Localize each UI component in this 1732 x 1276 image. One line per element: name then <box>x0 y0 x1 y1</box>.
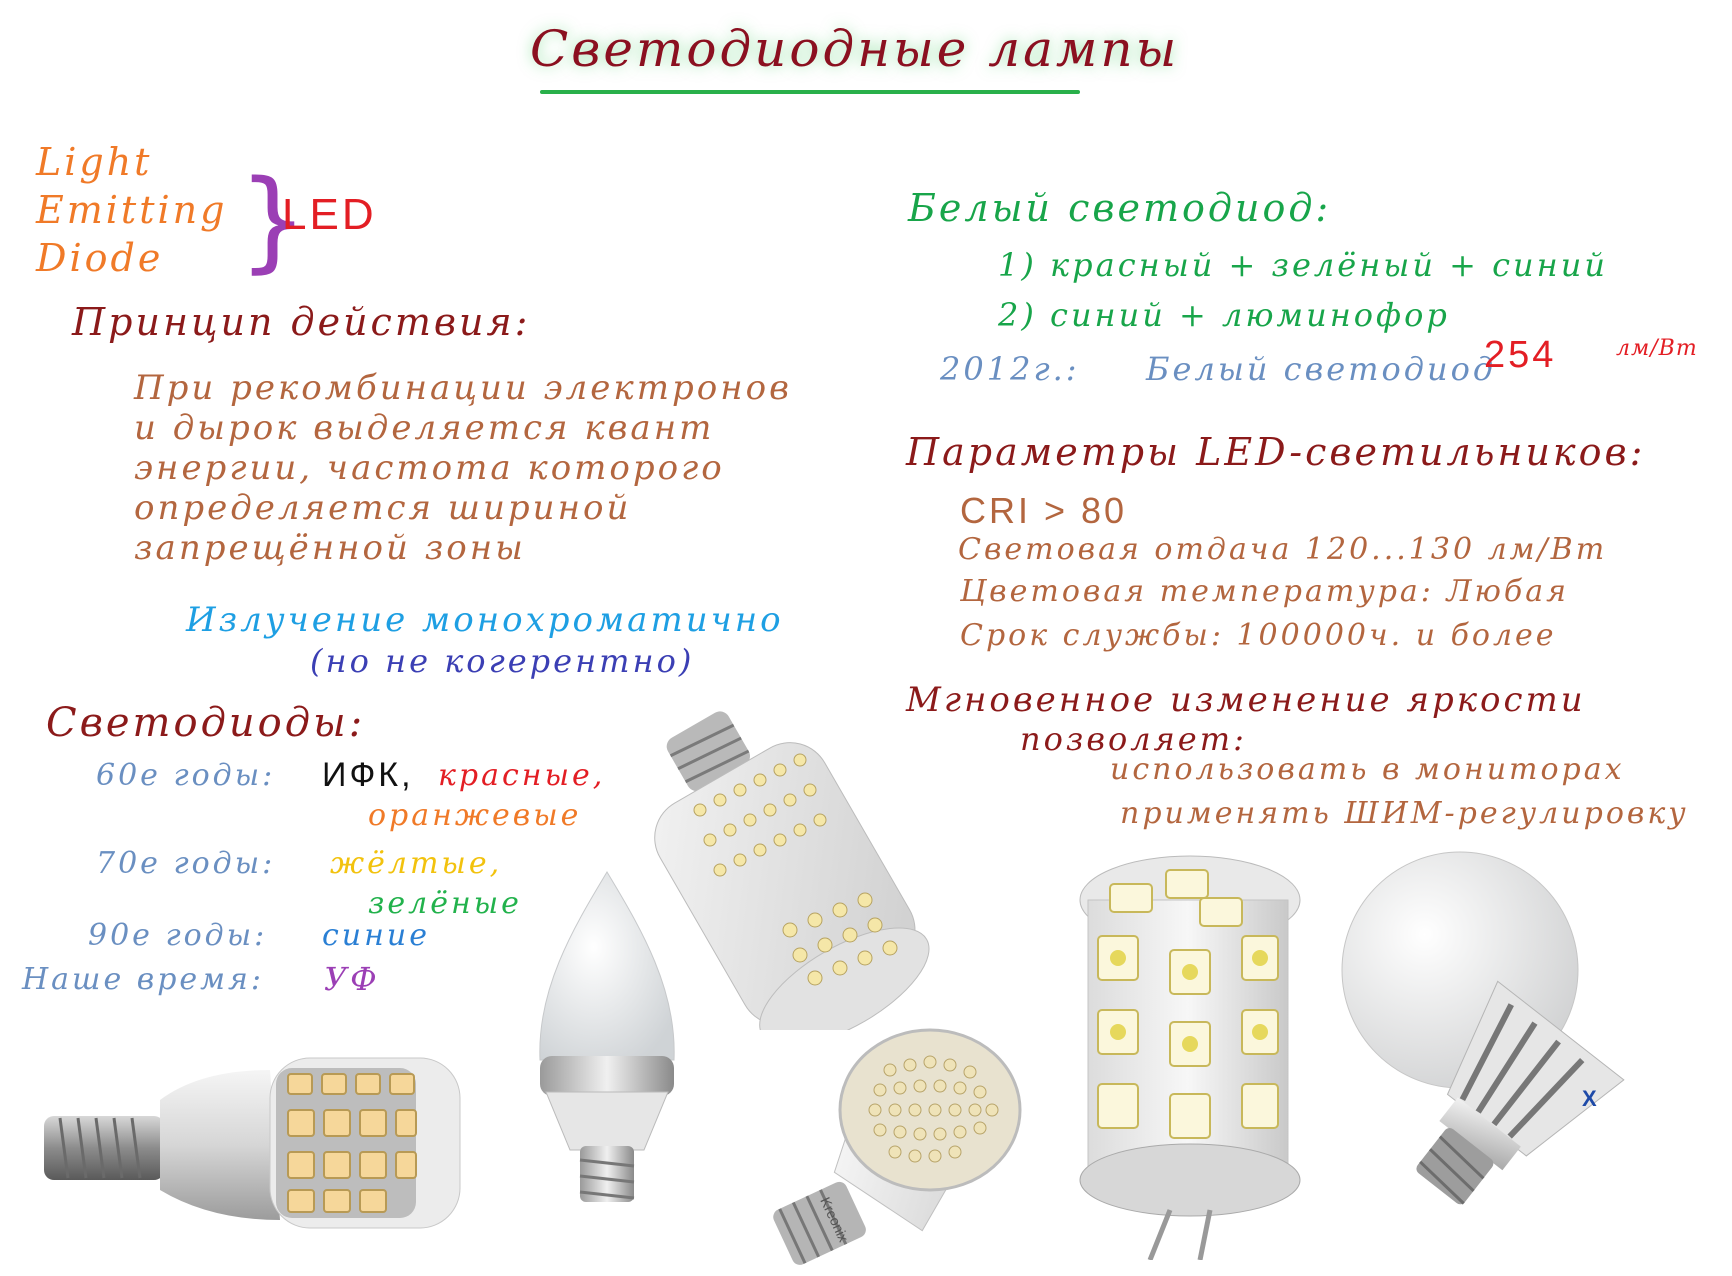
record-label: Белый светодиод <box>1146 350 1497 388</box>
monochromatic-note: Излучение монохроматично <box>186 600 784 640</box>
param-efficacy: Световая отдача 120...130 лм/Вт <box>958 532 1608 567</box>
principle-line: и дырок выделяется квант <box>134 408 715 448</box>
principle-line: При рекомбинации электронов <box>134 368 792 408</box>
spot-lamp-image: Kreonix <box>773 1028 1022 1265</box>
leds-70s-yellow: жёлтые, <box>330 846 503 881</box>
coherence-note: (но не когерентно) <box>310 642 695 680</box>
param-cri: CRI > 80 <box>960 490 1128 531</box>
principle-heading: Принцип действия: <box>72 300 531 344</box>
params-heading: Параметры LED-светильников: <box>906 430 1646 474</box>
leds-90s-blue: синие <box>322 918 430 953</box>
period-60s: 60е годы: <box>96 758 276 793</box>
white-led-option-1: 1) красный + зелёный + синий <box>998 246 1608 284</box>
principle-line: энергии, частота которого <box>134 448 725 488</box>
principle-line: запрещённой зоны <box>134 528 526 568</box>
page-title: Светодиодные лампы <box>530 20 1180 78</box>
acronym-word-light: Light <box>36 140 153 184</box>
acronym-word-emitting: Emitting <box>36 188 228 232</box>
acronym-abbr: LED <box>282 190 377 239</box>
a-shape-lamp-brand-label: X <box>1582 1086 1597 1111</box>
leds-60s-orange: оранжевые <box>368 798 582 833</box>
white-led-heading: Белый светодиод: <box>908 186 1332 230</box>
candle-lamp-image <box>539 871 675 1202</box>
a-shape-lamp-image: X <box>1341 851 1625 1205</box>
record-year: 2012г.: <box>940 350 1080 388</box>
record-value: 254 <box>1484 334 1557 376</box>
corn-lamp-horizontal-image <box>44 1057 461 1229</box>
acronym-word-diode: Diode <box>36 236 164 280</box>
leds-70s-green: зелёные <box>368 886 522 921</box>
record-unit: лм/Вт <box>1616 336 1698 361</box>
dimming-item-monitors: использовать в мониторах <box>1110 752 1625 787</box>
curly-brace: } <box>238 156 308 284</box>
dimming-item-pwm: применять ШИМ-регулировку <box>1120 796 1689 831</box>
g4-lamp-image <box>1079 855 1301 1260</box>
corn-lamp-diagonal-image <box>654 711 930 1030</box>
period-today: Наше время: <box>22 962 265 997</box>
period-90s: 90е годы: <box>88 918 268 953</box>
period-70s: 70е годы: <box>96 846 276 881</box>
dimming-heading-2: позволяет: <box>1020 720 1247 758</box>
dimming-heading: Мгновенное изменение яркости <box>906 680 1586 720</box>
leds-60s-red: красные, <box>438 758 606 793</box>
white-led-option-2: 2) синий + люминофор <box>998 296 1450 334</box>
principle-line: определяется шириной <box>134 488 632 528</box>
param-temperature: Цветовая температура: Любая <box>960 574 1569 609</box>
leds-60s-ifk: ИФК, <box>322 756 414 794</box>
leds-heading: Светодиоды: <box>46 700 366 746</box>
leds-today-uv: УФ <box>324 960 380 998</box>
title-underline <box>540 90 1080 94</box>
param-lifetime: Срок службы: 100000ч. и более <box>960 618 1557 653</box>
